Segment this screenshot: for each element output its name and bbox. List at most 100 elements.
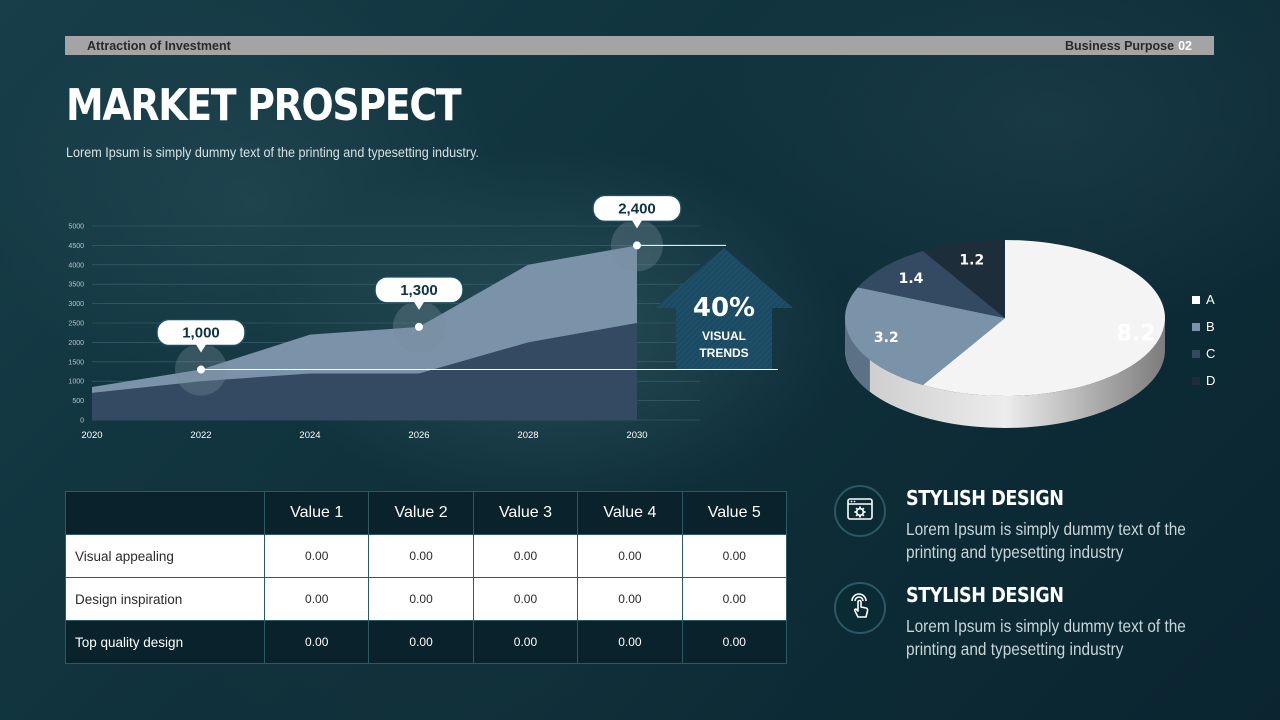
pie-label: 1.2 — [959, 252, 984, 268]
legend-item: A — [1192, 286, 1215, 313]
legend-item: B — [1192, 313, 1215, 340]
feature-description: Lorem Ipsum is simply dummy text of the … — [906, 616, 1186, 659]
table-cell: 0.00 — [368, 620, 474, 664]
callout-label: 1,000 — [182, 325, 220, 342]
area-chart-x-ticks: 2020 2022 2024 2026 2028 2030 — [81, 430, 647, 441]
pie-slice-B — [845, 287, 1005, 385]
table-header-cell: Value 5 — [681, 491, 788, 535]
table-cell: 0.00 — [577, 534, 683, 578]
table-cell: 0.00 — [368, 534, 474, 578]
pie-label: 8.2 — [1117, 322, 1156, 347]
trend-arrow: 40% VISUAL TRENDS — [655, 248, 793, 370]
x-tick-label: 2022 — [190, 430, 211, 441]
data-point — [197, 365, 205, 374]
y-tick-label: 0 — [80, 418, 84, 425]
pie-slice-A — [922, 240, 1166, 396]
page-number: 02 — [1178, 38, 1192, 53]
header-left-label: Attraction of Investment — [87, 38, 231, 53]
legend-swatch — [1192, 295, 1200, 304]
table-cell: 0.00 — [472, 577, 579, 621]
legend-swatch — [1192, 376, 1200, 385]
trend-arrow-line1: VISUAL — [702, 329, 746, 343]
area-series-2 — [92, 323, 637, 420]
table-cell: 0.00 — [681, 620, 788, 664]
pie-slice-D — [922, 240, 1005, 318]
x-tick-label: 2030 — [626, 430, 647, 441]
y-tick-label: 4500 — [68, 243, 84, 250]
table-header-cell: Value 1 — [263, 491, 370, 535]
legend-item: D — [1192, 367, 1215, 394]
header-right: Business Purpose 02 — [1065, 39, 1214, 53]
table-header-cell: Value 2 — [368, 491, 474, 535]
legend-label: A — [1206, 292, 1215, 307]
table-header-cell: Value 4 — [577, 491, 683, 535]
y-tick-label: 4000 — [68, 262, 84, 269]
trend-arrow-percent: 40% — [693, 293, 755, 323]
data-point — [633, 241, 641, 250]
table-cell: 0.00 — [577, 620, 683, 664]
trend-arrow-shape — [655, 248, 793, 370]
pie-label: 3.2 — [874, 330, 899, 346]
page-subtitle: Lorem Ipsum is simply dummy text of the … — [66, 144, 479, 160]
area-chart-callouts: 1,000 1,300 2,400 — [156, 194, 778, 396]
feature-title: STYLISH DESIGN — [906, 486, 1064, 510]
y-tick-label: 3500 — [68, 282, 84, 289]
area-chart-y-ticks: 0 500 1000 1500 2000 2500 3000 3500 4000 4500 5000 — [68, 224, 84, 425]
feature-icon-circle — [834, 582, 886, 634]
feature-icon-circle — [834, 485, 886, 537]
pie-label: 1.4 — [899, 271, 924, 287]
header-right-label: Business Purpose — [1065, 38, 1175, 53]
feature-description: Lorem Ipsum is simply dummy text of the … — [906, 519, 1186, 562]
table-cell: 0.00 — [472, 534, 579, 578]
feature-title: STYLISH DESIGN — [906, 583, 1064, 607]
legend-item: C — [1192, 340, 1215, 367]
legend-label: C — [1206, 346, 1216, 361]
table-header-row: Value 1 Value 2 Value 3 Value 4 Value 5 — [65, 491, 788, 535]
browser-settings-icon — [847, 497, 873, 526]
table-header-cell: Value 3 — [472, 491, 579, 535]
table-cell: 0.00 — [263, 577, 370, 621]
x-tick-label: 2026 — [408, 430, 429, 441]
x-tick-label: 2024 — [299, 430, 320, 441]
legend-label: D — [1206, 373, 1216, 388]
pie-slice-C — [857, 251, 1005, 318]
y-tick-label: 500 — [72, 398, 84, 405]
area-chart-series — [92, 245, 637, 420]
pie-side-wall — [845, 318, 1165, 428]
table-row-label: Top quality design — [65, 620, 265, 664]
callout-label: 1,300 — [400, 282, 438, 299]
x-tick-label: 2020 — [81, 430, 102, 441]
pie-side-wall-b — [845, 318, 870, 392]
table-cell: 0.00 — [368, 577, 474, 621]
touch-gesture-icon — [846, 592, 874, 625]
table-cell: 0.00 — [263, 620, 370, 664]
table-cell: 0.00 — [681, 534, 788, 578]
legend-label: B — [1206, 319, 1215, 334]
table-cell: 0.00 — [472, 620, 579, 664]
pie-chart: 8.2 3.2 1.4 1.2 — [845, 240, 1166, 428]
callout-label: 2,400 — [618, 200, 656, 217]
table-row: Top quality design 0.00 0.00 0.00 0.00 0… — [65, 620, 788, 664]
data-point — [415, 322, 423, 331]
table-cell: 0.00 — [577, 577, 683, 621]
callout-pointer — [414, 301, 424, 310]
y-tick-label: 1000 — [68, 379, 84, 386]
table-row-label: Design inspiration — [65, 577, 265, 621]
legend-swatch — [1192, 349, 1200, 358]
table-cell: 0.00 — [263, 534, 370, 578]
y-tick-label: 2500 — [68, 321, 84, 328]
header-bar: Attraction of Investment Business Purpos… — [65, 36, 1214, 55]
y-tick-label: 1500 — [68, 359, 84, 366]
y-tick-label: 5000 — [68, 224, 84, 231]
table-header-cell — [65, 491, 265, 535]
y-tick-label: 2000 — [68, 340, 84, 347]
callout-pointer — [196, 344, 206, 353]
table-row-label: Visual appealing — [65, 534, 265, 578]
trend-arrow-line2: TRENDS — [699, 346, 748, 360]
page-title: MARKET PROSPECT — [66, 80, 462, 131]
table-cell: 0.00 — [681, 577, 788, 621]
legend-swatch — [1192, 322, 1200, 331]
x-tick-label: 2028 — [517, 430, 538, 441]
